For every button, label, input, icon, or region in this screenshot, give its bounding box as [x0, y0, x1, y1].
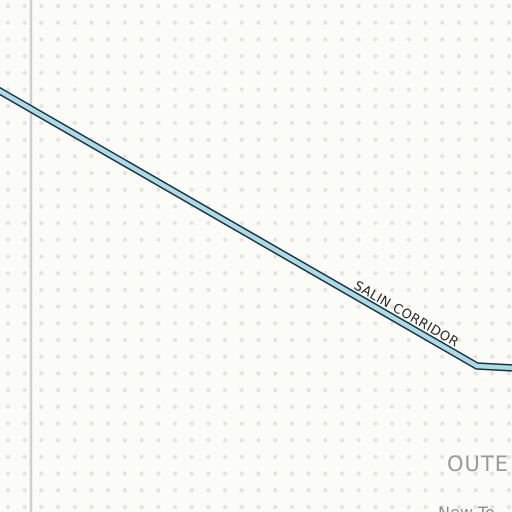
place-label: New To — [438, 503, 495, 512]
road-fill — [0, 88, 512, 371]
road-salin-corridor[interactable] — [0, 86, 512, 372]
region-label: OUTE — [447, 452, 509, 476]
